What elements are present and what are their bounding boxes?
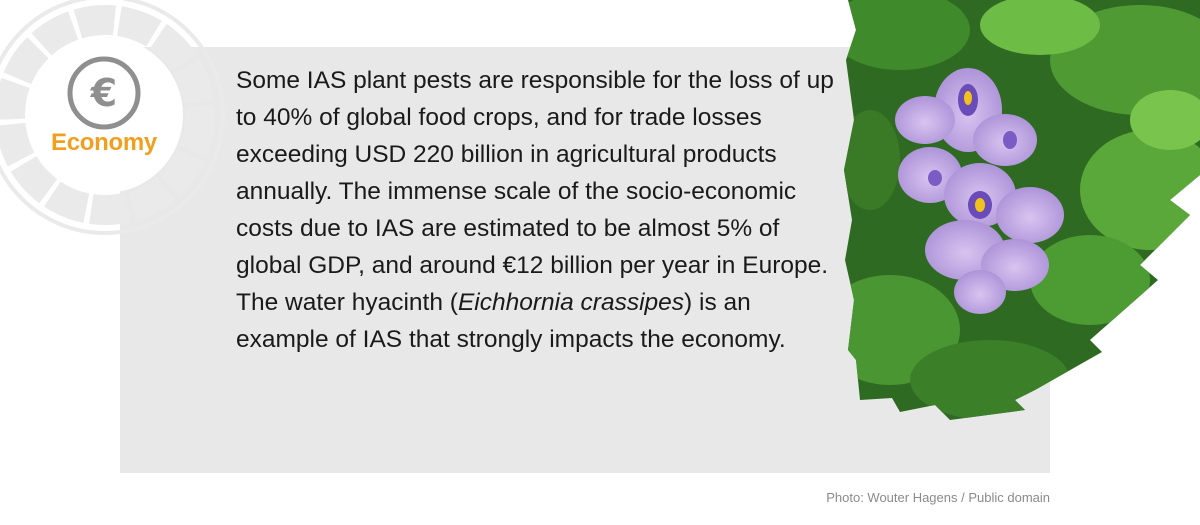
paragraph-example-end: ) is an example of IAS that strongly imp… [236, 289, 786, 353]
body-text: Some IAS plant pests are responsible for… [236, 62, 846, 358]
photo-credit: Photo: Wouter Hagens / Public domain [826, 490, 1050, 505]
water-hyacinth-photo [844, 0, 1200, 420]
paragraph-costs: Some IAS plant pests are responsible for… [236, 67, 834, 279]
flower-cluster [895, 68, 1064, 314]
euro-symbol: € [90, 71, 117, 115]
species-name: Eichhornia crassipes [457, 289, 685, 316]
badge-ring-graphic: € [0, 0, 225, 235]
badge-label: Economy [51, 129, 157, 156]
paragraph-example: The water hyacinth (Eichhornia crassipes… [236, 284, 846, 358]
paragraph-example-start: The water hyacinth ( [236, 289, 458, 316]
euro-icon: € [67, 56, 141, 130]
